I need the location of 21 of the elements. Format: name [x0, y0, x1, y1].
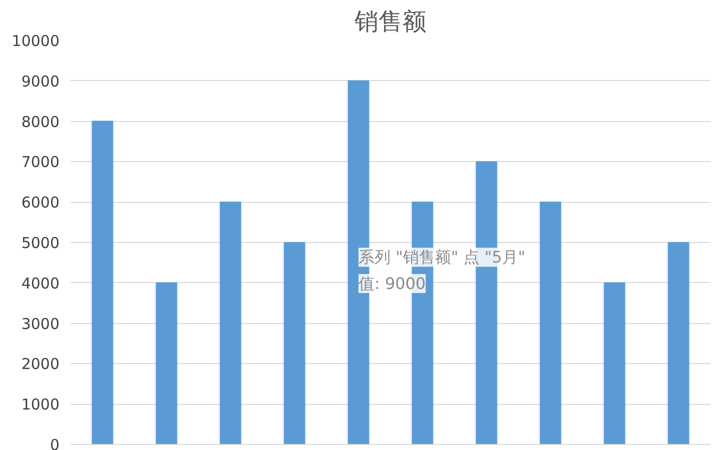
annotation: 值: 9000 [358, 274, 426, 293]
y-tick-label: 6000 [21, 194, 60, 212]
y-tick-label: 0 [50, 436, 60, 450]
y-tick-label: 2000 [21, 355, 60, 374]
y-tick-label: 7000 [21, 153, 60, 172]
bar [604, 282, 626, 444]
bar [92, 120, 114, 444]
chart-title: 销售额 [354, 8, 426, 36]
bar [668, 242, 690, 444]
bar [540, 202, 562, 444]
bar [284, 242, 306, 444]
y-tick-label: 4000 [21, 274, 60, 292]
bar [220, 202, 242, 444]
y-tick-label: 10000 [12, 32, 60, 50]
y-tick-label: 9000 [21, 72, 60, 90]
y-tick-label: 1000 [21, 396, 60, 414]
y-tick-label: 8000 [21, 112, 60, 131]
y-tick-label: 3000 [21, 314, 60, 333]
y-tick-label: 5000 [21, 234, 60, 252]
bar [156, 282, 178, 444]
annotation: 系列 "销售额" 点 "5月" [358, 248, 526, 267]
